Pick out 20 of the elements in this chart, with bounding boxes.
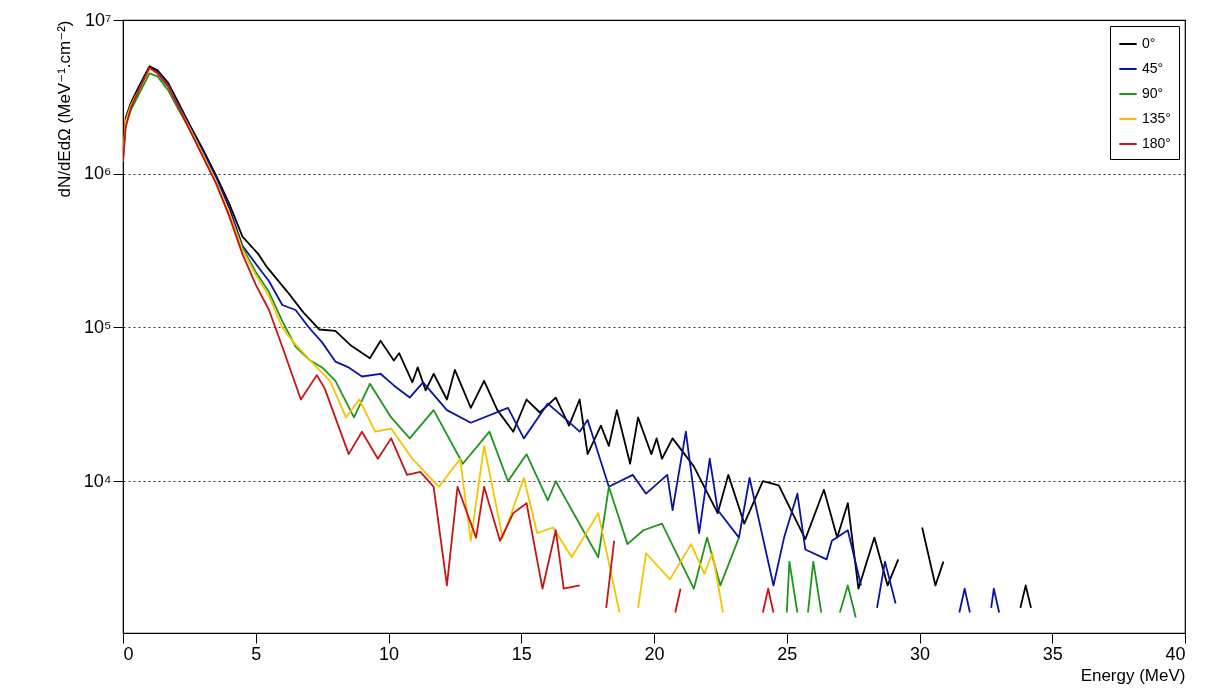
legend-label: 0°	[1142, 35, 1156, 51]
legend-label: 180°	[1142, 135, 1171, 151]
x-tick-label: 0	[123, 643, 134, 664]
x-tick-label: 20	[644, 643, 665, 664]
y-axis-title: dN/dEdΩ (MeV⁻¹.cm⁻²)	[54, 20, 74, 198]
y-tick-label: 10⁷	[84, 9, 112, 30]
x-axis-title: Energy (MeV)	[1080, 665, 1186, 685]
legend-label: 135°	[1142, 110, 1171, 126]
y-tick-label: 10⁴	[83, 470, 112, 491]
x-tick-label: 10	[378, 643, 400, 664]
x-tick-label: 30	[909, 643, 931, 664]
x-tick-label: 25	[777, 643, 798, 664]
y-tick-label: 10⁶	[84, 163, 112, 184]
x-tick-label: 40	[1165, 643, 1186, 664]
x-tick-label: 5	[251, 643, 262, 664]
legend-label: 45°	[1142, 60, 1164, 76]
y-tick-label: 10⁵	[84, 316, 112, 337]
x-tick-label: 35	[1042, 643, 1063, 664]
x-tick-label: 15	[511, 643, 532, 664]
legend-label: 90°	[1142, 85, 1164, 101]
